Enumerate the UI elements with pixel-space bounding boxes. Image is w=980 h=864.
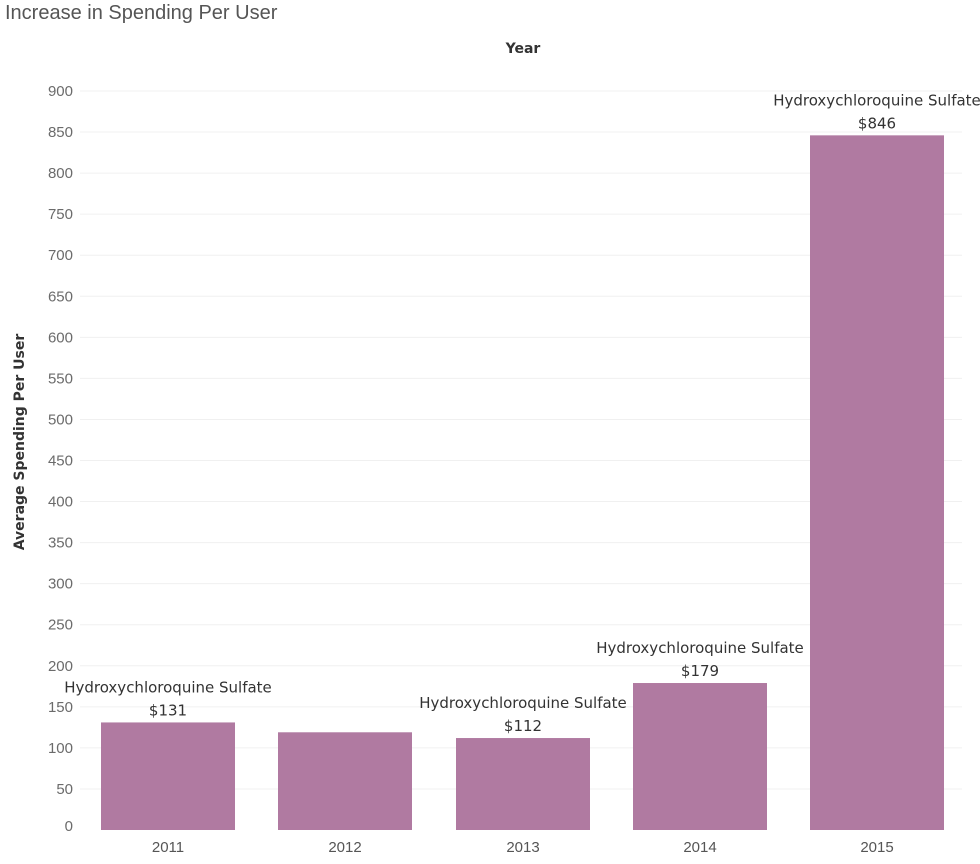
bar-2012[interactable] [278,732,412,830]
y-tick-label: 750 [48,206,73,223]
x-tick-label: 2015 [860,839,893,856]
y-tick-label: 250 [48,617,73,634]
y-tick-label: 700 [48,247,73,264]
data-label-value: $179 [681,662,719,680]
data-label-name: Hydroxychloroquine Sulfate [773,91,980,109]
x-tick-label: 2013 [506,839,539,856]
y-tick-label: 350 [48,535,73,552]
y-tick-label: 450 [48,453,73,470]
data-label-value: $846 [858,114,896,132]
y-axis-label: Average Spending Per User [12,334,28,551]
data-label-name: Hydroxychloroquine Sulfate [596,639,804,657]
x-tick-label: 2011 [152,839,184,856]
y-tick-label: 650 [48,288,73,305]
bar-2015[interactable] [810,135,944,831]
x-tick-label: 2014 [683,839,716,856]
y-tick-label: 200 [48,658,73,675]
y-axis-ticks: 0 50 100 150 200 250 300 350 400 450 500 550 600 650 7… [48,83,73,835]
data-labels: Hydroxychloroquine Sulfate $131 Hydroxychl… [64,91,980,735]
y-tick-label: 0 [65,818,73,835]
y-tick-label: 100 [48,740,73,757]
data-label-name: Hydroxychloroquine Sulfate [64,678,272,696]
y-tick-label: 400 [48,494,73,511]
data-label-name: Hydroxychloroquine Sulfate [419,694,627,712]
x-axis-ticks: 2011 2012 2013 2014 2015 [152,839,894,856]
chart-title: Increase in Spending Per User [5,2,278,24]
y-tick-label: 850 [48,124,73,141]
data-label-value: $112 [504,717,542,735]
y-tick-label: 150 [48,699,73,716]
column-header: Year [505,41,541,57]
y-tick-label: 900 [48,83,73,100]
y-tick-label: 50 [56,781,73,798]
y-tick-label: 800 [48,165,73,182]
y-tick-label: 300 [48,576,73,593]
bar-2011[interactable] [101,722,235,830]
bars [101,135,944,831]
y-tick-label: 500 [48,411,73,428]
bar-2013[interactable] [456,738,590,830]
bar-2014[interactable] [633,683,767,830]
x-tick-label: 2012 [328,839,361,856]
data-label-value: $131 [149,701,187,719]
y-tick-label: 600 [48,329,73,346]
y-tick-label: 550 [48,370,73,387]
